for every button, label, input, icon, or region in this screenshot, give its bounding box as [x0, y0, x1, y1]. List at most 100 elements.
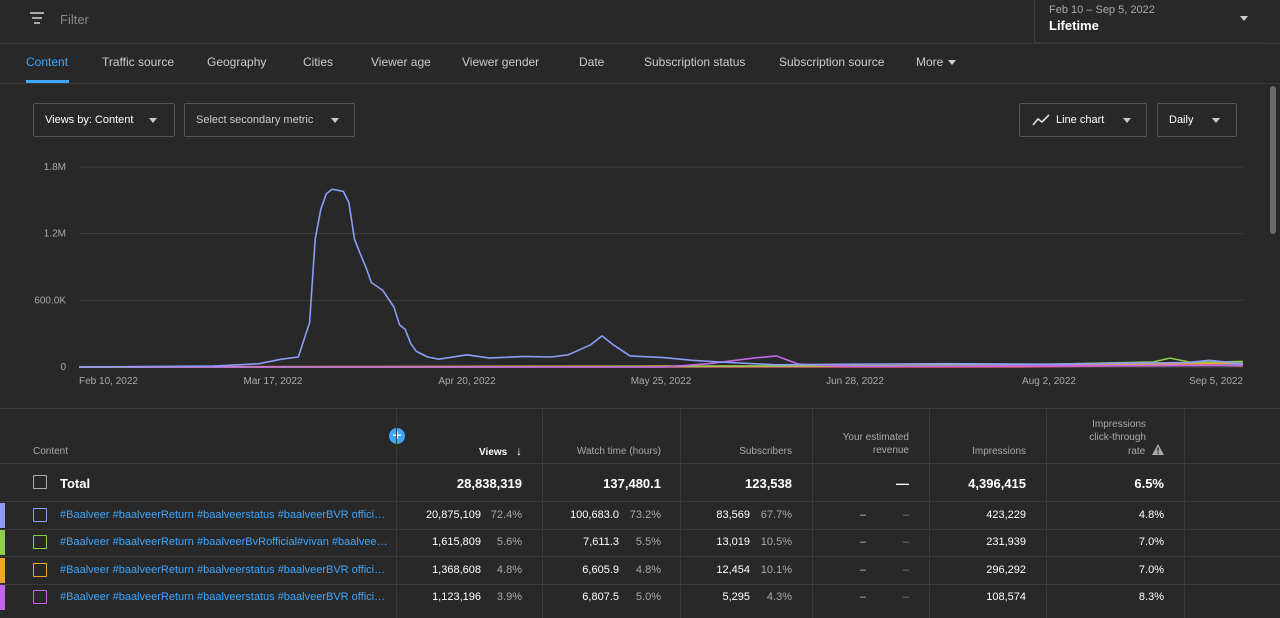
views-by-label: Views by: Content	[45, 114, 134, 126]
row-views-pct: 5.6%	[496, 536, 522, 549]
tab-date[interactable]: Date	[579, 55, 605, 69]
row-watch-pct: 5.0%	[635, 590, 661, 603]
row-watch-time: 7,611.3	[583, 536, 619, 549]
chart-type-label: Line chart	[1056, 114, 1105, 126]
tab-geography[interactable]: Geography	[207, 55, 267, 69]
x-tick-label: Jun 28, 2022	[826, 376, 884, 387]
table-row[interactable]: #Baalveer #baalveerReturn #baalveerBvRof…	[0, 529, 1280, 556]
row-ctr: 8.3%	[1138, 590, 1164, 603]
total-views: 28,838,319	[456, 476, 522, 491]
row-ctr: 4.8%	[1138, 509, 1164, 521]
date-range-picker[interactable]: Feb 10 – Sep 5, 2022 Lifetime	[1034, 0, 1264, 43]
row-subscribers: 5,295	[722, 590, 750, 603]
chevron-down-icon	[1123, 118, 1131, 123]
row-watch-pct: 73.2%	[629, 509, 661, 521]
x-tick-label: Sep 5, 2022	[1189, 376, 1243, 387]
header-views[interactable]: Views ↓	[420, 445, 522, 459]
header-views-label: Views	[479, 447, 508, 458]
tab-subscription-source[interactable]: Subscription source	[779, 55, 885, 69]
row-revenue: –	[859, 536, 866, 549]
x-tick-label: Mar 17, 2022	[244, 376, 303, 387]
row-views: 1,615,809	[432, 536, 481, 549]
header-ctr-line2: click-through	[1089, 432, 1146, 443]
header-revenue[interactable]: Your estimated revenue	[815, 431, 909, 457]
series-line[interactable]	[78, 188, 1244, 368]
row-views-pct: 3.9%	[496, 590, 522, 603]
row-revenue: –	[859, 590, 866, 603]
header-revenue-line2: revenue	[872, 445, 909, 456]
caret-down-icon	[1240, 16, 1248, 21]
interval-dropdown[interactable]: Daily	[1157, 103, 1237, 137]
tab-viewer-age[interactable]: Viewer age	[371, 55, 431, 69]
row-revenue: –	[859, 509, 866, 521]
secondary-metric-dropdown[interactable]: Select secondary metric	[184, 103, 355, 137]
views-by-dropdown[interactable]: Views by: Content	[33, 103, 175, 137]
row-checkbox[interactable]	[33, 562, 47, 577]
table-total-row: Total 28,838,319 137,480.1 123,538 — 4,3…	[0, 465, 1280, 501]
row-revenue-pct: –	[902, 563, 909, 576]
row-subscribers: 83,569	[716, 509, 750, 521]
table-row[interactable]: #Baalveer #baalveerReturn #baalveerstatu…	[0, 502, 1280, 529]
warning-icon[interactable]	[1152, 444, 1164, 455]
tab-more[interactable]: More	[916, 55, 944, 69]
scrollbar-thumb[interactable]	[1270, 86, 1276, 234]
row-subscribers-pct: 67.7%	[760, 509, 792, 521]
row-views: 20,875,109	[425, 509, 481, 521]
table-row[interactable]: #Baalveer #baalveerReturn #baalveerstatu…	[0, 557, 1280, 584]
chevron-down-icon	[1212, 118, 1220, 123]
row-ctr: 7.0%	[1138, 563, 1164, 576]
row-checkbox[interactable]	[33, 508, 47, 522]
video-title-link[interactable]: #Baalveer #baalveerReturn #baalveerBvRof…	[60, 536, 390, 549]
table-row[interactable]: #Baalveer #baalveerReturn #baalveerstatu…	[0, 584, 1280, 611]
y-tick-label: 600.0K	[34, 295, 66, 306]
dimension-tabs: Content Traffic source Geography Cities …	[0, 44, 1280, 84]
video-title-link[interactable]: #Baalveer #baalveerReturn #baalveerstatu…	[60, 590, 390, 603]
series-color-swatch	[0, 557, 5, 583]
header-impressions[interactable]: Impressions	[972, 446, 1026, 457]
total-revenue: —	[896, 476, 909, 491]
header-ctr[interactable]: Impressions click-through rate	[1050, 418, 1164, 458]
tab-traffic-source[interactable]: Traffic source	[102, 55, 175, 69]
total-label: Total	[60, 476, 91, 491]
row-views-pct: 72.4%	[490, 509, 522, 521]
select-all-checkbox[interactable]	[33, 475, 47, 489]
row-views: 1,123,196	[432, 590, 481, 603]
tab-content[interactable]: Content	[26, 55, 69, 69]
secondary-metric-label: Select secondary metric	[196, 114, 314, 126]
row-watch-pct: 4.8%	[635, 563, 661, 576]
row-checkbox[interactable]	[33, 589, 47, 604]
tab-cities[interactable]: Cities	[303, 55, 334, 69]
x-tick-label: May 25, 2022	[631, 376, 692, 387]
row-subscribers: 13,019	[716, 536, 750, 549]
filter-input[interactable]: Filter	[60, 12, 89, 27]
x-tick-label: Apr 20, 2022	[438, 376, 496, 387]
header-subscribers[interactable]: Subscribers	[739, 446, 792, 457]
active-tab-indicator	[26, 80, 69, 83]
y-tick-label: 1.8M	[44, 162, 66, 173]
series-line[interactable]	[79, 355, 1244, 368]
video-title-link[interactable]: #Baalveer #baalveerReturn #baalveerstatu…	[60, 563, 390, 576]
row-impressions: 296,292	[986, 563, 1026, 576]
row-views-pct: 4.8%	[496, 563, 522, 576]
row-checkbox[interactable]	[33, 535, 47, 550]
tab-viewer-gender[interactable]: Viewer gender	[462, 55, 540, 69]
sort-down-arrow-icon: ↓	[516, 444, 522, 458]
interval-label: Daily	[1169, 114, 1194, 126]
header-watch-time[interactable]: Watch time (hours)	[576, 446, 661, 457]
row-revenue-pct: –	[902, 509, 909, 521]
row-views: 1,368,608	[432, 563, 481, 576]
filter-icon[interactable]	[28, 12, 46, 26]
chart-type-dropdown[interactable]: Line chart	[1019, 103, 1147, 137]
row-watch-time: 6,605.9	[582, 563, 619, 576]
row-impressions: 108,574	[986, 590, 1026, 603]
series-color-swatch	[0, 530, 5, 556]
video-title-link[interactable]: #Baalveer #baalveerReturn #baalveerstatu…	[60, 509, 390, 521]
total-impressions: 4,396,415	[968, 476, 1026, 491]
x-tick-label: Feb 10, 2022	[79, 376, 138, 387]
more-caret-icon	[948, 60, 956, 65]
tab-subscription-status[interactable]: Subscription status	[644, 55, 746, 69]
row-subscribers: 12,454	[716, 563, 750, 576]
line-chart-icon	[1032, 114, 1050, 126]
total-watch-time: 137,480.1	[603, 476, 661, 491]
chevron-down-icon	[149, 118, 157, 123]
